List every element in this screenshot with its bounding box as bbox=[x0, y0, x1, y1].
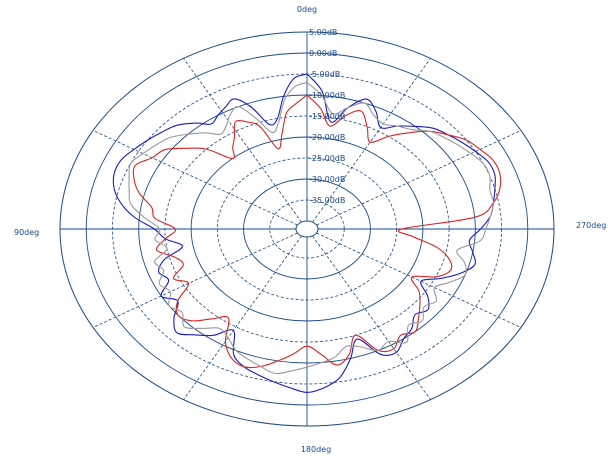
ring-label: -10.00dB bbox=[309, 91, 345, 100]
grid-spoke bbox=[312, 58, 431, 223]
angle-label-180: 180deg bbox=[301, 445, 331, 454]
ring-label: -20.00dB bbox=[309, 133, 345, 142]
grid-spoke bbox=[312, 235, 431, 400]
series-line-blue bbox=[112, 73, 496, 393]
grid-spoke bbox=[316, 232, 522, 328]
ring-label: 5.00dB bbox=[309, 28, 337, 37]
series-line-red bbox=[132, 94, 502, 369]
grid-spoke bbox=[183, 58, 302, 223]
ring-label: -15.00dB bbox=[309, 112, 345, 121]
ring-label: -5.00dB bbox=[309, 70, 340, 79]
grid-spoke bbox=[92, 232, 298, 328]
inner-ring bbox=[295, 220, 319, 238]
grid-spoke bbox=[316, 130, 522, 226]
angle-label-0: 0deg bbox=[297, 5, 317, 14]
angle-label-270: 270deg bbox=[576, 221, 606, 230]
ring-label: -35.00dB bbox=[309, 196, 345, 205]
grid-spoke bbox=[183, 235, 302, 400]
ring-labels: 5.00dB 0.00dB -5.00dB -10.00dB -15.00dB -20.0… bbox=[309, 28, 345, 205]
grid-spokes bbox=[60, 32, 554, 426]
ring-label: -25.00dB bbox=[309, 154, 345, 163]
series-line-gray bbox=[128, 81, 494, 375]
angle-labels: 0deg 90deg 180deg 270deg bbox=[14, 5, 606, 454]
ring-label: -30.00dB bbox=[309, 175, 345, 184]
ring-label: 0.00dB bbox=[309, 49, 337, 58]
angle-label-90: 90deg bbox=[14, 228, 39, 237]
series-layer bbox=[112, 73, 502, 393]
grid-spoke bbox=[92, 130, 298, 226]
